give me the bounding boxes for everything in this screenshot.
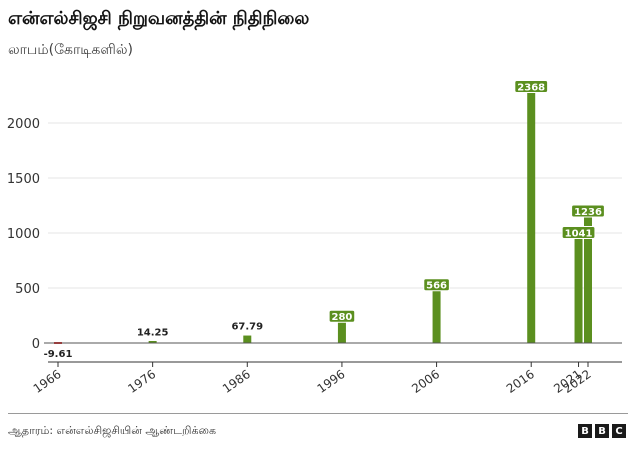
data-label: 1041 (565, 228, 593, 239)
data-label-box (561, 225, 596, 239)
data-label: 1236 (574, 207, 602, 218)
data-label-box (571, 204, 605, 218)
source-note: ஆதாரம்: என்எல்சிஜசியின் ஆண்டறிக்கை (8, 424, 216, 437)
x-tick-label: 1996 (315, 367, 348, 396)
x-tick-label: 2016 (504, 367, 537, 396)
bar (574, 228, 583, 343)
bar (337, 312, 346, 343)
data-label: 280 (331, 312, 352, 323)
x-tick-label: 1966 (31, 367, 64, 396)
chart-subtitle: லாபம்(கோடிகளில்) (8, 42, 133, 58)
y-tick-label: 500 (15, 282, 40, 297)
footer-divider (8, 413, 628, 414)
data-label: -9.61 (44, 349, 73, 360)
y-tick-label: 1500 (7, 172, 40, 187)
bar (527, 82, 536, 344)
x-tick-label: 2006 (409, 367, 442, 396)
data-label: 2368 (517, 83, 545, 94)
bar (432, 280, 441, 343)
data-label: 67.79 (231, 322, 263, 333)
bbc-logo-letter: C (612, 424, 626, 438)
data-label: 14.25 (137, 327, 169, 338)
bbc-logo: B B C (578, 424, 626, 438)
x-tick-label: 1976 (125, 367, 158, 396)
chart-title: என்எல்சிஜசி நிறுவனத்தின் நிதிநிலை (8, 8, 310, 29)
y-tick-label: 1000 (7, 227, 40, 242)
bar (584, 207, 592, 343)
data-label-box (328, 309, 356, 323)
bbc-logo-letter: B (578, 424, 592, 438)
data-label-box (423, 278, 450, 292)
bar (243, 335, 252, 343)
y-tick-label: 0 (32, 337, 40, 352)
bar (148, 341, 157, 343)
y-tick-label: 2000 (7, 117, 40, 132)
data-label-box (514, 80, 549, 94)
x-tick-label: 1986 (220, 367, 253, 396)
bbc-logo-letter: B (595, 424, 609, 438)
data-label: 566 (426, 281, 447, 292)
